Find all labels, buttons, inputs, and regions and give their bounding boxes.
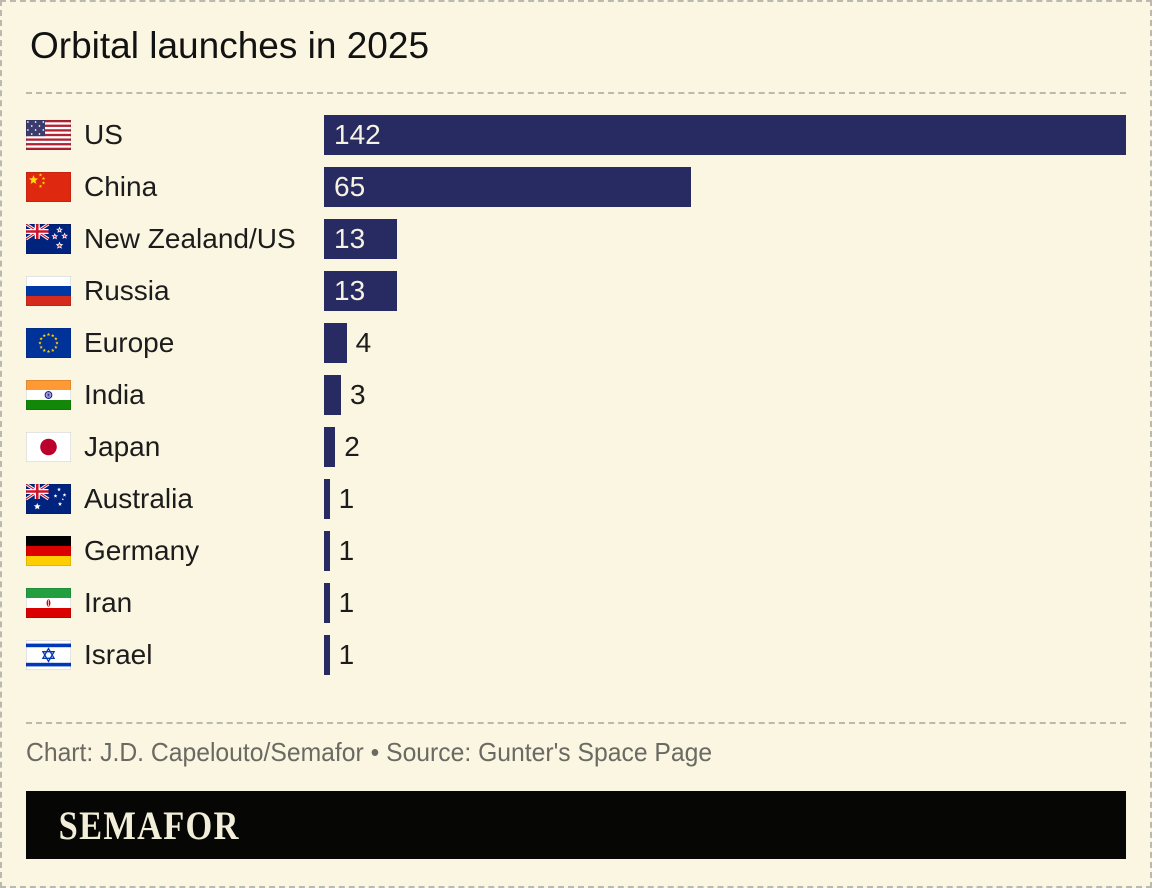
- flag-israel-icon: [26, 640, 71, 670]
- bar-track: 65: [324, 167, 1126, 207]
- chart-row: Europe 4: [26, 323, 1126, 363]
- country-label: US: [84, 119, 123, 150]
- bar-track: 1: [324, 479, 1126, 519]
- flag-australia-icon: [26, 484, 71, 514]
- bar-track: 1: [324, 635, 1126, 675]
- chart-row: India 3: [26, 375, 1126, 415]
- bar-track: 1: [324, 531, 1126, 571]
- bar: [324, 427, 336, 467]
- bar-track: 13: [324, 271, 1126, 311]
- flag-germany-icon: [26, 536, 71, 566]
- chart-title: Orbital launches in 2025: [30, 25, 430, 66]
- value-label: 13: [334, 223, 366, 254]
- chart-row: Russia 13: [26, 271, 1126, 311]
- semafor-logo-bar: SEMAFOR: [26, 791, 1126, 859]
- bar: 13: [324, 271, 398, 311]
- bar-track: 3: [324, 375, 1126, 415]
- country-label: Japan: [84, 431, 161, 462]
- country-label: Germany: [84, 535, 200, 566]
- country-label: Iran: [84, 587, 133, 618]
- value-label: 13: [334, 275, 366, 306]
- chart-row: Israel 1: [26, 635, 1126, 675]
- chart-row: New Zealand/US 13: [26, 219, 1126, 259]
- country-label: New Zealand/US: [84, 223, 296, 254]
- flag-japan-icon: [26, 432, 71, 462]
- flag-iran-icon: [26, 588, 71, 618]
- bar: [324, 323, 347, 363]
- value-label: 142: [334, 119, 381, 150]
- chart-row: China 65: [26, 167, 1126, 207]
- flag-new-zealand-icon: [26, 224, 71, 254]
- country-label: Europe: [84, 327, 175, 358]
- value-label: 1: [338, 639, 355, 670]
- flag-russia-icon: [26, 276, 71, 306]
- flag-europe-icon: [26, 328, 71, 358]
- footer-divider: [26, 722, 1126, 724]
- chart-credit: Chart: J.D. Capelouto/Semafor • Source: …: [26, 737, 713, 767]
- value-label: 65: [334, 171, 366, 202]
- flag-india-icon: [26, 380, 71, 410]
- chart-row: Australia 1: [26, 479, 1126, 519]
- chart-row: Germany 1: [26, 531, 1126, 571]
- chart-row: Iran 1: [26, 583, 1126, 623]
- value-label: 1: [338, 587, 355, 618]
- bar-track: 4: [324, 323, 1126, 363]
- title-divider: [26, 92, 1126, 94]
- value-label: 1: [338, 535, 355, 566]
- bar: 65: [324, 167, 692, 207]
- bar-track: 142: [324, 115, 1126, 155]
- value-label: 1: [338, 483, 355, 514]
- bar-chart: US 142 China 65 New Zealand/US 13 Russia 13 Euro…: [26, 115, 1126, 675]
- value-label: 4: [355, 327, 372, 358]
- bar-track: 1: [324, 583, 1126, 623]
- bar: [324, 583, 330, 623]
- bar: 13: [324, 219, 398, 259]
- flag-china-icon: [26, 172, 71, 202]
- bar-track: 13: [324, 219, 1126, 259]
- value-label: 3: [349, 379, 366, 410]
- value-label: 2: [344, 431, 360, 462]
- country-label: Israel: [84, 639, 153, 670]
- bar-track: 2: [324, 427, 1126, 467]
- chart-row: Japan 2: [26, 427, 1126, 467]
- bar: [324, 531, 330, 571]
- bar: [324, 375, 341, 415]
- bar: 142: [324, 115, 1126, 155]
- semafor-logo: SEMAFOR: [58, 802, 240, 848]
- country-label: India: [84, 379, 145, 410]
- country-label: Russia: [84, 275, 170, 306]
- bar: [324, 635, 330, 675]
- flag-us-icon: [26, 120, 71, 150]
- bar: [324, 479, 330, 519]
- country-label: China: [84, 171, 158, 202]
- country-label: Australia: [84, 483, 193, 514]
- chart-row: US 142: [26, 115, 1126, 155]
